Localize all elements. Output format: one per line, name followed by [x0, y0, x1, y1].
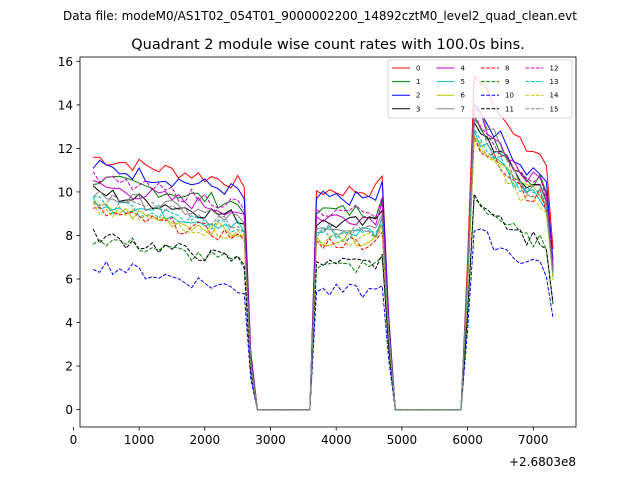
legend-label-14: 14	[550, 92, 559, 100]
figure-suptitle: Data file: modeM0/AS1T02_054T01_90000022…	[63, 9, 577, 23]
legend-label-7: 7	[461, 105, 465, 113]
y-tick-label: 4	[65, 316, 73, 330]
y-tick-label: 14	[58, 98, 73, 112]
legend-label-15: 15	[550, 105, 559, 113]
series-line-12	[92, 113, 554, 411]
x-tick-label: 6000	[452, 433, 483, 447]
series-line-15	[92, 119, 554, 411]
series-line-8	[93, 137, 554, 411]
chart-title: Quadrant 2 module wise count rates with …	[131, 37, 525, 53]
y-tick-label: 16	[58, 55, 73, 69]
legend-label-2: 2	[416, 92, 420, 100]
legend-label-10: 10	[505, 92, 514, 100]
series-line-13	[93, 127, 554, 411]
series-line-3	[92, 120, 554, 411]
series-line-5	[92, 130, 554, 411]
y-tick-label: 10	[58, 185, 73, 199]
y-tick-label: 2	[65, 360, 73, 374]
legend-label-8: 8	[505, 65, 509, 73]
series-line-7	[92, 101, 554, 411]
legend-label-6: 6	[461, 92, 466, 100]
legend-label-12: 12	[550, 65, 559, 73]
legend-label-13: 13	[550, 78, 559, 86]
axes-frame	[79, 56, 577, 428]
x-tick-label: 0	[70, 433, 78, 447]
y-tick-label: 0	[65, 403, 73, 417]
x-tick-label: 1000	[124, 433, 155, 447]
y-tick-label: 8	[65, 229, 73, 243]
series-line-0	[93, 75, 554, 411]
x-tick-label: 3000	[255, 433, 286, 447]
legend-label-11: 11	[505, 105, 514, 113]
y-tick-label: 12	[58, 142, 73, 156]
legend-box	[387, 59, 573, 119]
x-offset-label: +2.6803e8	[509, 455, 576, 469]
axes: 0 1000 2000 3000 4000 5000 6000 700002468101214…	[58, 55, 577, 447]
series-line-1	[93, 115, 554, 411]
y-tick-label: 6	[65, 273, 73, 287]
legend-label-1: 1	[416, 78, 420, 86]
series-line-10	[92, 228, 554, 411]
series-line-6	[92, 135, 554, 411]
legend-label-9: 9	[505, 78, 509, 86]
legend-label-5: 5	[461, 78, 465, 86]
x-tick-label: 5000	[387, 433, 418, 447]
legend-label-0: 0	[416, 65, 420, 73]
x-tick-label: 4000	[321, 433, 352, 447]
series-line-14	[92, 138, 554, 411]
plot-area	[92, 75, 554, 411]
x-tick-label: 7000	[518, 433, 549, 447]
legend-label-3: 3	[416, 105, 420, 113]
x-tick-label: 2000	[190, 433, 221, 447]
legend-label-4: 4	[461, 65, 466, 73]
series-line-11	[92, 192, 554, 411]
